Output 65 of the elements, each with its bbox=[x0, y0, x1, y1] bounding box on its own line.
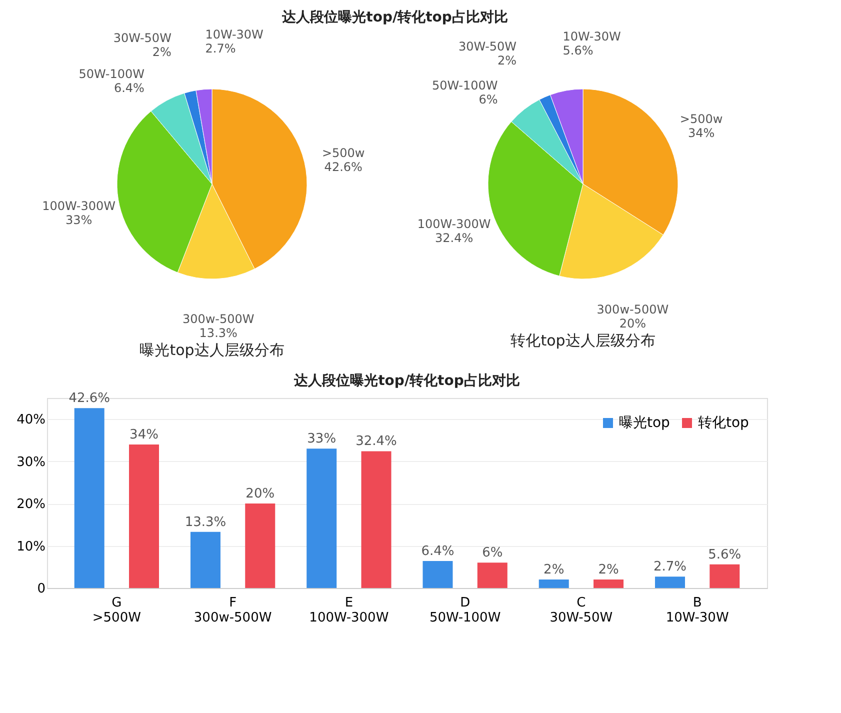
y-tick-label: 30% bbox=[16, 454, 46, 470]
data-label: 34% bbox=[130, 427, 158, 442]
data-label: 33% bbox=[307, 432, 336, 447]
slice-label: 50W-100W bbox=[432, 78, 498, 93]
legend-label: 转化top bbox=[698, 415, 750, 431]
data-label: 34% bbox=[688, 126, 715, 140]
data-label: 6.4% bbox=[114, 81, 144, 96]
x-tick-label: E 100W-300W bbox=[309, 596, 389, 626]
data-label: 13.3% bbox=[184, 514, 226, 530]
bar bbox=[710, 564, 740, 588]
y-tick-label: 0 bbox=[37, 582, 46, 596]
bar bbox=[190, 532, 220, 588]
slice-label: 30W-50W bbox=[458, 40, 517, 54]
bar bbox=[422, 560, 453, 588]
data-label: 2% bbox=[544, 562, 564, 578]
x-tick-label: F 300w-500W bbox=[194, 596, 272, 626]
data-label: 20% bbox=[246, 486, 275, 502]
bar bbox=[594, 580, 624, 588]
bar bbox=[361, 451, 392, 588]
y-tick-label: 20% bbox=[16, 497, 46, 512]
x-tick-label: B 10W-30W bbox=[666, 596, 729, 626]
legend-label: 曝光top bbox=[619, 415, 670, 431]
bar bbox=[245, 504, 276, 588]
data-label: 6% bbox=[482, 546, 503, 561]
data-label: 33% bbox=[65, 212, 92, 227]
bar bbox=[538, 580, 569, 588]
chart-title: 达人段位曝光top/转化top占比对比 bbox=[293, 373, 520, 390]
slice-label: 300w-500W bbox=[596, 302, 669, 317]
data-label: 5.6% bbox=[708, 547, 742, 562]
data-label: 42.6% bbox=[68, 391, 110, 406]
data-label: 6.4% bbox=[421, 544, 454, 559]
data-label: 42.6% bbox=[324, 160, 362, 174]
data-label: 5.6% bbox=[562, 43, 594, 58]
bar bbox=[129, 444, 159, 588]
x-tick-label: D 50W-100W bbox=[429, 596, 501, 626]
text: 曝光top达人层级分布 bbox=[140, 340, 284, 359]
text: 转化top达人层级分布 bbox=[510, 332, 656, 350]
bar bbox=[655, 576, 685, 588]
data-label: 13.3% bbox=[199, 326, 238, 340]
y-tick-label: 10% bbox=[16, 539, 46, 554]
x-tick-label: G >500W bbox=[92, 596, 142, 626]
data-label: 2% bbox=[598, 562, 619, 578]
slice-label: 10W-30W bbox=[205, 28, 264, 42]
bar bbox=[74, 408, 104, 588]
slice-label: >500w bbox=[680, 112, 723, 126]
data-label: 2% bbox=[152, 45, 172, 60]
data-label: 2.7% bbox=[653, 560, 687, 575]
slice-label: 50W-100W bbox=[78, 67, 145, 82]
data-label: 6% bbox=[478, 92, 498, 107]
data-label: 2.7% bbox=[205, 42, 236, 56]
slice-label: >500w bbox=[322, 146, 365, 160]
bar bbox=[306, 448, 337, 588]
x-tick-label: C 30W-50W bbox=[550, 596, 613, 626]
slice-label: 100W-300W bbox=[417, 217, 491, 232]
data-label: 2% bbox=[498, 54, 517, 68]
y-tick-label: 40% bbox=[16, 412, 46, 428]
slice-label: 100W-300W bbox=[42, 198, 116, 213]
data-label: 32.4% bbox=[356, 434, 397, 450]
slice-label: 30W-50W bbox=[113, 31, 172, 46]
slice-label: 300w-500W bbox=[182, 312, 254, 326]
text: 达人段位曝光top/转化top占比对比 bbox=[281, 10, 508, 26]
data-label: 32.4% bbox=[435, 231, 474, 246]
slice-label: 10W-30W bbox=[562, 29, 621, 44]
data-label: 20% bbox=[619, 316, 646, 331]
bar bbox=[477, 562, 508, 588]
